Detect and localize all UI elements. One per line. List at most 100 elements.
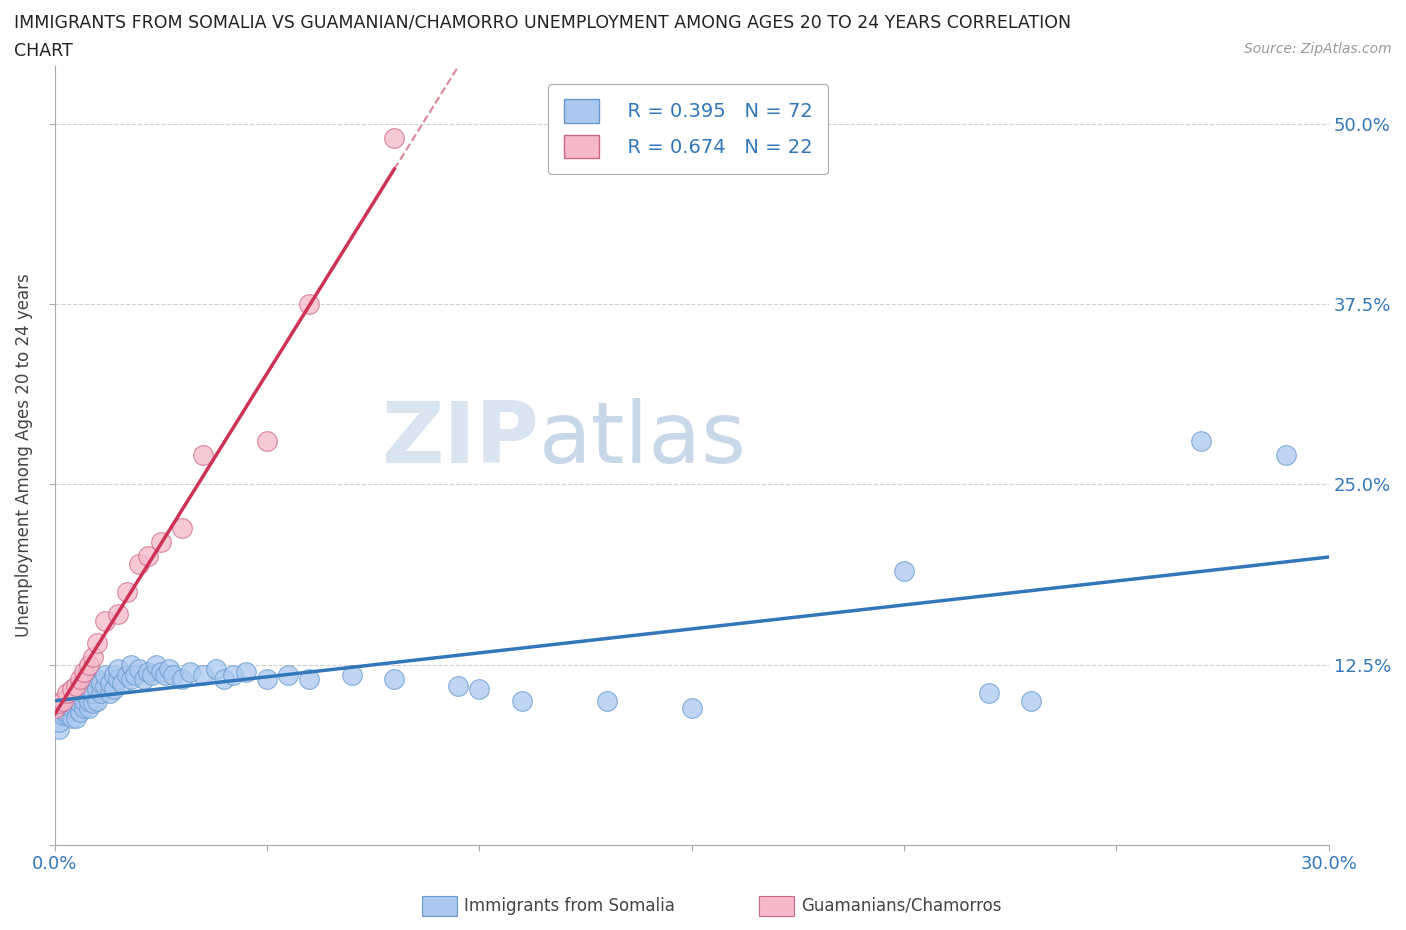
Point	[1021, 693, 1043, 708]
Point	[1189, 433, 1212, 448]
Point	[44, 700, 66, 715]
Point	[60, 682, 83, 697]
Point	[60, 711, 83, 725]
Text: IMMIGRANTS FROM SOMALIA VS GUAMANIAN/CHAMORRO UNEMPLOYMENT AMONG AGES 20 TO 24 Y: IMMIGRANTS FROM SOMALIA VS GUAMANIAN/CHA…	[14, 14, 1071, 32]
Point	[69, 671, 91, 686]
Point	[77, 682, 100, 697]
Point	[65, 711, 87, 725]
Point	[107, 671, 129, 686]
Point	[136, 664, 159, 679]
Point	[52, 700, 75, 715]
Point	[115, 585, 138, 600]
Point	[149, 664, 172, 679]
Point	[94, 614, 117, 629]
Text: Guamanians/Chamorros: Guamanians/Chamorros	[801, 897, 1002, 915]
Point	[86, 671, 108, 686]
Point	[298, 671, 321, 686]
Point	[128, 556, 150, 571]
Point	[141, 667, 163, 682]
Point	[193, 448, 215, 463]
Point	[69, 696, 91, 711]
Y-axis label: Unemployment Among Ages 20 to 24 years: Unemployment Among Ages 20 to 24 years	[15, 273, 32, 637]
Point	[111, 676, 134, 691]
Point	[86, 693, 108, 708]
Point	[98, 686, 121, 701]
Point	[77, 700, 100, 715]
Point	[468, 682, 491, 697]
Point	[73, 693, 96, 708]
Point	[77, 693, 100, 708]
Point	[73, 664, 96, 679]
Point	[65, 693, 87, 708]
Point	[103, 682, 125, 697]
Text: ZIP: ZIP	[381, 398, 538, 482]
Text: atlas: atlas	[538, 398, 747, 482]
Point	[170, 671, 193, 686]
Text: Immigrants from Somalia: Immigrants from Somalia	[464, 897, 675, 915]
Point	[73, 700, 96, 715]
Point	[681, 700, 703, 715]
Point	[73, 686, 96, 701]
Point	[256, 671, 278, 686]
Point	[82, 686, 104, 701]
Point	[90, 686, 112, 701]
Point	[48, 722, 70, 737]
Point	[107, 606, 129, 621]
Point	[153, 667, 176, 682]
Point	[65, 700, 87, 715]
Point	[115, 667, 138, 682]
Point	[510, 693, 533, 708]
Point	[120, 658, 142, 672]
Point	[132, 671, 155, 686]
Point	[107, 661, 129, 676]
Point	[90, 676, 112, 691]
Point	[82, 650, 104, 665]
Point	[56, 708, 79, 723]
Point	[222, 667, 245, 682]
Point	[256, 433, 278, 448]
Point	[103, 667, 125, 682]
Point	[86, 635, 108, 650]
Point	[162, 667, 184, 682]
Point	[56, 696, 79, 711]
Point	[48, 715, 70, 730]
Point	[1275, 448, 1298, 463]
Point	[65, 679, 87, 694]
Point	[145, 658, 167, 672]
Point	[44, 700, 66, 715]
Point	[447, 679, 470, 694]
Point	[136, 549, 159, 564]
Point	[98, 676, 121, 691]
Point	[48, 696, 70, 711]
Point	[596, 693, 619, 708]
Point	[214, 671, 236, 686]
Point	[94, 667, 117, 682]
Point	[298, 297, 321, 312]
Point	[56, 686, 79, 701]
Point	[52, 693, 75, 708]
Point	[193, 667, 215, 682]
Point	[170, 520, 193, 535]
Point	[277, 667, 299, 682]
Point	[120, 671, 142, 686]
Point	[893, 564, 915, 578]
Point	[56, 705, 79, 720]
Point	[977, 686, 1000, 701]
Point	[82, 696, 104, 711]
Point	[86, 682, 108, 697]
Point	[60, 700, 83, 715]
Point	[124, 667, 146, 682]
Point	[179, 664, 201, 679]
Point	[52, 708, 75, 723]
Point	[69, 705, 91, 720]
Point	[340, 667, 363, 682]
Point	[382, 131, 405, 146]
Text: Source: ZipAtlas.com: Source: ZipAtlas.com	[1244, 42, 1392, 56]
Point	[149, 535, 172, 550]
Point	[205, 661, 228, 676]
Text: CHART: CHART	[14, 42, 73, 60]
Legend:   R = 0.395   N = 72,   R = 0.674   N = 22: R = 0.395 N = 72, R = 0.674 N = 22	[548, 84, 828, 174]
Point	[77, 658, 100, 672]
Point	[235, 664, 257, 679]
Point	[382, 671, 405, 686]
